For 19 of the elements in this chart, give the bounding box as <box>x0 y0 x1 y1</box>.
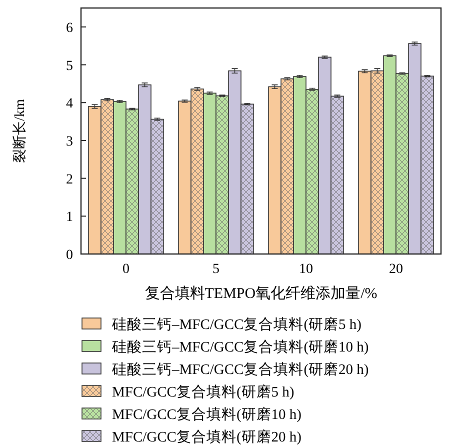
legend-label: MFC/GCC复合填料(研磨20 h) <box>112 428 302 445</box>
legend-label: 硅酸三钙–MFC/GCC复合填料(研磨20 h) <box>111 361 369 378</box>
y-tick-label: 5 <box>66 58 73 74</box>
y-tick-label: 1 <box>66 210 73 226</box>
x-tick-label: 0 <box>122 262 130 277</box>
y-tick-label: 4 <box>66 96 73 112</box>
legend-label: 硅酸三钙–MFC/GCC复合填料(研磨5 h) <box>111 316 362 333</box>
legend-label: MFC/GCC复合填料(研磨10 h) <box>112 406 302 423</box>
y-axis-title: 裂断长/km <box>12 99 28 163</box>
legend-label: 硅酸三钙–MFC/GCC复合填料(研磨10 h) <box>111 338 369 356</box>
x-tick-label: 10 <box>299 262 313 277</box>
y-tick-label: 3 <box>66 134 73 150</box>
y-tick-label: 0 <box>66 248 73 263</box>
x-tick-label: 5 <box>212 262 220 277</box>
y-tick-label: 2 <box>66 172 73 188</box>
x-tick-label: 20 <box>389 262 403 277</box>
legend-label: MFC/GCC复合填料(研磨5 h) <box>112 384 294 400</box>
x-axis-title: 复合填料TEMPO氧化纤维添加量/% <box>144 285 378 302</box>
y-tick-label: 6 <box>66 20 73 36</box>
